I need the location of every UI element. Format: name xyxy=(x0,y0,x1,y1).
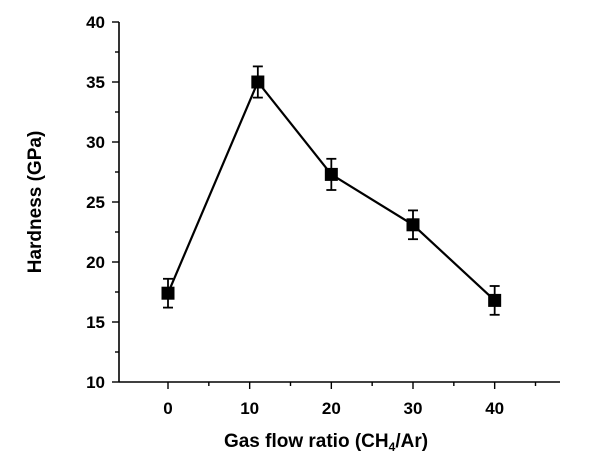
x-axis-title-main: Gas flow ratio (CH xyxy=(224,431,389,452)
y-tick-label: 35 xyxy=(86,73,105,92)
series-line xyxy=(166,79,496,302)
y-ticks: 10 15 20 25 30 35 40 xyxy=(86,13,119,392)
y-axis-title: Hardness (GPa) xyxy=(25,131,46,274)
x-tick-label: 20 xyxy=(322,399,341,418)
plot-area xyxy=(161,65,502,316)
y-tick-label: 40 xyxy=(86,13,105,32)
x-tick-label: 30 xyxy=(404,399,423,418)
y-tick-label: 30 xyxy=(86,133,105,152)
y-tick-label: 15 xyxy=(86,313,105,332)
x-ticks: 0 10 20 30 40 xyxy=(163,382,537,418)
x-tick-label: 0 xyxy=(163,399,172,418)
data-point-square xyxy=(161,286,175,300)
data-point-square xyxy=(406,218,420,232)
axes xyxy=(118,22,560,383)
data-point-square xyxy=(488,293,502,307)
x-tick-label: 40 xyxy=(485,399,504,418)
x-axis-title-end: /Ar) xyxy=(395,431,428,452)
data-point-square xyxy=(251,75,265,89)
x-axis-title-subscript: 4 xyxy=(389,440,396,454)
x-axis-title: Gas flow ratio (CH4/Ar) xyxy=(224,431,428,454)
y-tick-label: 20 xyxy=(86,253,105,272)
y-tick-label: 10 xyxy=(86,373,105,392)
x-tick-label: 10 xyxy=(240,399,259,418)
y-tick-label: 25 xyxy=(86,193,105,212)
data-point-square xyxy=(324,167,338,181)
